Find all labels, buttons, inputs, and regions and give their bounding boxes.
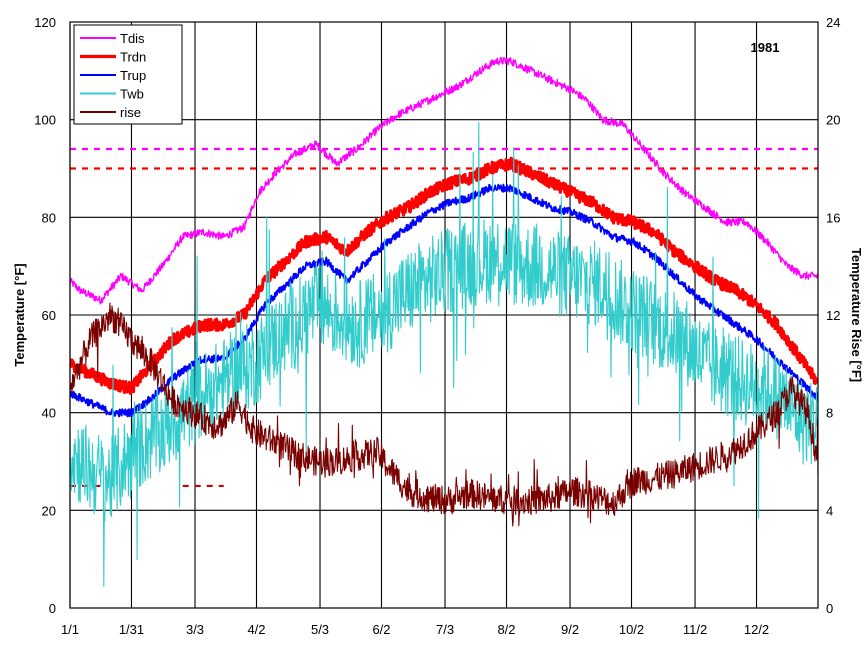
x-tick-label: 5/3 [311, 622, 329, 637]
series-layer [70, 56, 818, 588]
x-tick-label: 10/2 [619, 622, 644, 637]
legend-label-rise: rise [120, 105, 141, 120]
plot-frame [69, 21, 819, 609]
x-tick-label: 4/2 [247, 622, 265, 637]
x-tick-label: 7/3 [436, 622, 454, 637]
y-right-tick-label: 4 [826, 503, 833, 518]
y-left-tick-label: 100 [34, 113, 56, 128]
x-tick-label: 3/3 [186, 622, 204, 637]
series-line-rise [70, 302, 818, 527]
y-left-tick-label: 120 [34, 15, 56, 30]
y-right-tick-label: 8 [826, 406, 833, 421]
y-left-tick-label: 80 [42, 210, 56, 225]
year-label: 1981 [751, 40, 780, 55]
y-left-tick-label: 40 [42, 406, 56, 421]
legend-label-tdis: Tdis [120, 31, 145, 46]
y-right-tick-label: 16 [826, 210, 840, 225]
y-left-tick-label: 0 [49, 601, 56, 616]
y-right-tick-label: 24 [826, 15, 840, 30]
y-right-tick-label: 20 [826, 113, 840, 128]
left-axis-ticks: 0 20 40 60 80 100 120 [34, 15, 56, 616]
x-tick-label: 8/2 [497, 622, 515, 637]
x-tick-label: 11/2 [683, 622, 707, 637]
y-axis-right-title: Temperature Rise [°F] [849, 248, 864, 382]
y-right-tick-label: 0 [826, 601, 833, 616]
legend-label-twb: Twb [120, 87, 144, 102]
x-tick-label: 1/1 [61, 622, 79, 637]
x-tick-label: 12/2 [744, 622, 769, 637]
series-line-trup [70, 183, 818, 418]
series-line-trdn [70, 156, 818, 395]
series-line-twb [70, 122, 818, 588]
y-axis-left-title: Temperature [°F] [12, 263, 27, 366]
x-tick-label: 6/2 [372, 622, 390, 637]
y-left-tick-label: 60 [42, 308, 56, 323]
legend-label-trdn: Trdn [120, 50, 146, 65]
legend: Tdis Trdn Trup Twb rise [73, 24, 183, 125]
series-line-tdis [70, 56, 818, 305]
y-right-tick-label: 12 [826, 308, 840, 323]
x-tick-label: 1/31 [119, 622, 144, 637]
x-tick-label: 9/2 [561, 622, 579, 637]
right-axis-ticks: 0 4 8 12 16 20 24 [826, 15, 840, 616]
legend-label-trup: Trup [120, 68, 146, 83]
y-left-tick-label: 20 [42, 503, 56, 518]
x-axis-ticks: 1/1 1/31 3/3 4/2 5/3 6/2 7/3 8/2 9/2 10/2 11/2 12/2 [61, 622, 769, 637]
